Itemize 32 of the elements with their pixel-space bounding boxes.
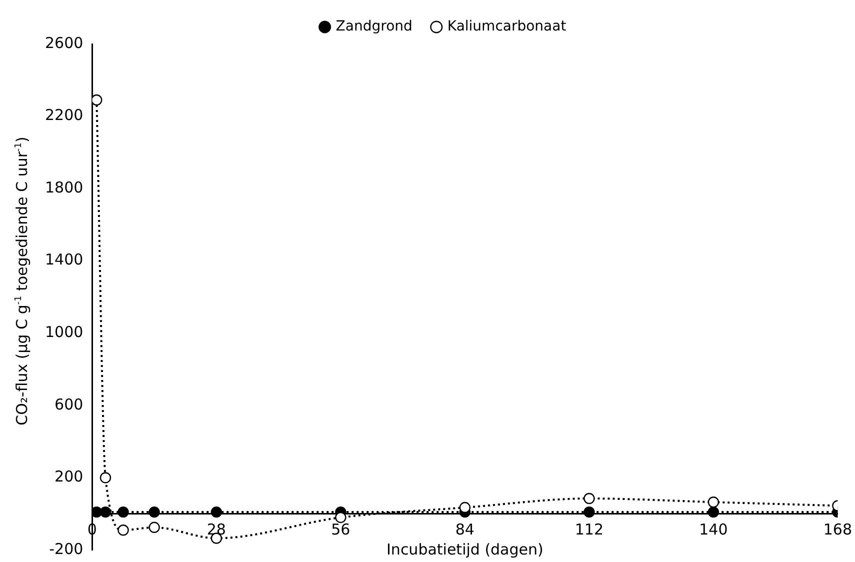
point: [584, 506, 595, 518]
y-tick-label: 200: [54, 468, 84, 486]
legend-label: Kaliumcarbonaat: [447, 18, 567, 35]
y-tick-label: 1000: [44, 323, 84, 342]
y-tick-label: 1400: [44, 250, 84, 269]
point: [118, 524, 129, 536]
point: [210, 506, 222, 518]
y-tick-label: 2200: [44, 106, 84, 124]
point: [459, 502, 471, 514]
x-tick-label: 84: [455, 520, 474, 539]
x-tick-label: 112: [574, 520, 604, 539]
y-tick-label: -200: [49, 540, 84, 558]
point: [148, 522, 160, 534]
x-axis-title: Incubatietijd (dagen): [386, 540, 544, 558]
y-tick-label: 2600: [44, 34, 84, 52]
x-tick-label: 140: [699, 520, 728, 539]
point: [148, 506, 160, 518]
point: [100, 506, 112, 518]
point: [100, 472, 112, 484]
point: [92, 506, 102, 518]
point: [335, 512, 346, 524]
point: [584, 492, 595, 504]
x-tick-label: 168: [823, 520, 852, 539]
point: [92, 94, 102, 106]
point: [708, 496, 720, 508]
x-tick-label: 28: [206, 520, 226, 539]
point: [708, 506, 720, 518]
x-tick-label: 56: [331, 520, 350, 539]
y-tick-label: 1800: [44, 178, 84, 196]
legend-label: Zandgrond: [336, 18, 412, 35]
point: [118, 506, 129, 518]
y-tick-label: 600: [54, 395, 84, 414]
